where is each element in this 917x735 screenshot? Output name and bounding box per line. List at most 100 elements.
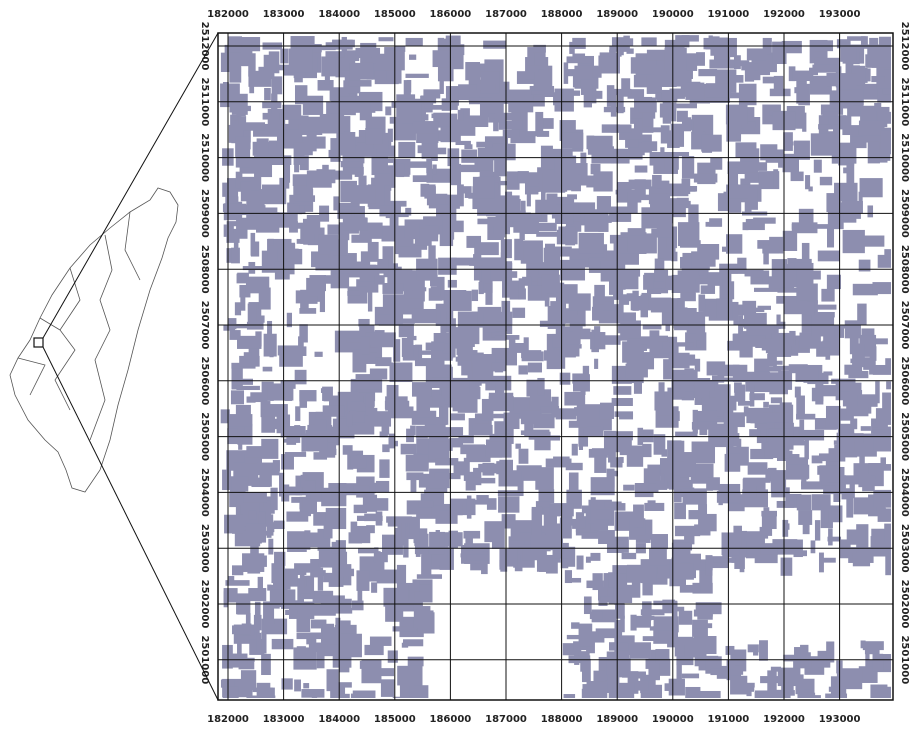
land-patch	[256, 212, 279, 232]
land-patch	[231, 390, 244, 404]
land-patch	[629, 642, 651, 659]
land-patch	[659, 382, 665, 397]
land-patch	[755, 690, 770, 698]
land-patch	[371, 582, 377, 592]
land-patch	[665, 683, 684, 691]
land-patch	[710, 158, 722, 170]
land-patch	[753, 278, 762, 284]
land-patch	[586, 175, 594, 187]
easting-label: 191000	[708, 714, 750, 725]
land-patch	[299, 324, 308, 342]
land-patch	[377, 570, 402, 584]
land-patch	[800, 645, 808, 667]
land-patch	[416, 545, 421, 557]
land-patch	[301, 433, 306, 451]
land-patch	[663, 101, 671, 124]
northing-label: 2512000	[899, 22, 910, 71]
land-patch	[812, 455, 823, 463]
land-patch	[294, 195, 315, 202]
land-patch	[403, 639, 423, 646]
land-patch	[798, 510, 812, 525]
land-patch	[307, 425, 316, 430]
land-patch	[307, 296, 317, 304]
land-patch	[605, 335, 621, 345]
land-patch	[518, 171, 529, 183]
land-patch	[456, 504, 463, 515]
land-patch	[773, 169, 778, 188]
land-patch	[370, 637, 392, 646]
land-patch	[649, 549, 667, 566]
land-patch	[679, 611, 692, 625]
easting-label: 189000	[596, 714, 638, 725]
land-patch	[283, 439, 298, 443]
land-patch	[297, 633, 322, 640]
land-patch	[401, 444, 417, 455]
land-patch	[635, 165, 648, 172]
land-patch	[842, 201, 863, 213]
land-patch	[320, 289, 325, 312]
land-patch	[572, 53, 585, 58]
land-patch	[254, 615, 262, 630]
land-patch	[249, 511, 257, 520]
land-patch	[323, 405, 345, 416]
land-patch	[382, 535, 403, 555]
land-patch	[222, 470, 231, 490]
land-patch	[241, 379, 253, 385]
land-patch	[507, 312, 513, 334]
land-patch	[733, 526, 742, 548]
land-patch	[818, 124, 831, 129]
land-patch	[277, 212, 298, 227]
land-patch	[778, 370, 792, 390]
land-patch	[307, 215, 320, 219]
land-patch	[287, 531, 307, 552]
land-patch	[248, 304, 256, 327]
land-patch	[809, 68, 818, 75]
land-patch	[802, 243, 810, 262]
land-patch	[531, 535, 551, 551]
land-patch	[324, 521, 333, 539]
land-patch	[510, 411, 514, 422]
northing-label: 2503000	[199, 524, 210, 573]
land-patch	[763, 413, 789, 423]
land-patch	[280, 49, 288, 64]
land-patch	[458, 110, 464, 121]
land-patch	[428, 441, 449, 460]
land-patch	[635, 179, 646, 200]
land-patch	[748, 187, 758, 209]
land-patch	[642, 141, 657, 151]
land-patch	[564, 392, 585, 406]
land-patch	[325, 71, 330, 85]
land-patch	[745, 270, 764, 277]
land-patch	[432, 164, 436, 174]
land-patch	[300, 572, 305, 588]
land-patch	[356, 526, 370, 543]
land-patch	[668, 342, 693, 346]
land-patch	[223, 325, 235, 331]
land-patch	[511, 343, 527, 353]
land-patch	[389, 362, 412, 382]
land-patch	[594, 359, 598, 369]
land-patch	[734, 385, 745, 402]
land-patch	[584, 209, 608, 232]
land-patch	[356, 570, 369, 591]
land-patch	[246, 446, 268, 458]
land-patch	[594, 326, 600, 348]
land-patch	[674, 441, 684, 462]
land-patch	[592, 67, 602, 78]
land-patch	[555, 205, 573, 224]
easting-label: 182000	[207, 714, 249, 725]
land-patch	[321, 488, 346, 506]
land-patch	[749, 429, 760, 436]
land-patch	[819, 496, 827, 501]
land-patch	[861, 328, 874, 335]
land-patch	[588, 136, 613, 155]
land-patch	[294, 680, 301, 692]
land-patch	[282, 105, 301, 120]
land-patch	[451, 119, 475, 135]
land-patch	[231, 248, 240, 264]
land-patch	[431, 114, 440, 119]
land-patch	[341, 552, 347, 567]
land-patch	[299, 308, 316, 314]
land-patch	[521, 410, 542, 424]
land-patch	[251, 697, 273, 698]
